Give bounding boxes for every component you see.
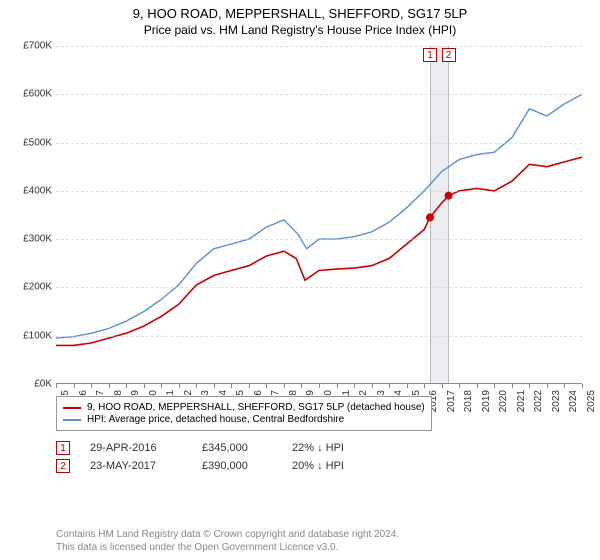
title-block: 9, HOO ROAD, MEPPERSHALL, SHEFFORD, SG17… [0,0,600,39]
legend-item: 9, HOO ROAD, MEPPERSHALL, SHEFFORD, SG17… [63,402,425,413]
sale-row: 2 23-MAY-2017 £390,000 20% ↓ HPI [56,459,582,473]
x-tick [319,384,320,388]
sale-marker: 1 [56,441,70,455]
x-tick [372,384,373,388]
sale-price: £390,000 [202,460,272,472]
sale-dot [426,213,434,221]
sale-marker-box: 1 [423,48,437,62]
y-tick-label: £500K [23,137,52,148]
y-tick-label: £600K [23,89,52,100]
footnote: Contains HM Land Registry data © Crown c… [56,528,399,554]
chart-container: 9, HOO ROAD, MEPPERSHALL, SHEFFORD, SG17… [0,0,600,560]
x-tick [442,384,443,388]
gridline-h [56,191,582,192]
gridline-h [56,46,582,47]
x-tick [301,384,302,388]
x-tick [512,384,513,388]
y-tick-label: £0K [34,379,52,390]
sale-marker-box: 2 [442,48,456,62]
x-tick [179,384,180,388]
legend-label: HPI: Average price, detached house, Cent… [87,414,344,425]
sale-date: 29-APR-2016 [90,442,182,454]
x-tick [196,384,197,388]
x-tick [424,384,425,388]
x-tick [231,384,232,388]
x-tick [477,384,478,388]
x-tick [214,384,215,388]
y-tick-label: £300K [23,234,52,245]
sale-marker: 2 [56,459,70,473]
x-tick [284,384,285,388]
x-tick [582,384,583,388]
x-tick-label: 2025 [586,390,597,412]
y-tick-label: £100K [23,330,52,341]
sale-date: 23-MAY-2017 [90,460,182,472]
x-tick [91,384,92,388]
x-tick [266,384,267,388]
x-tick [529,384,530,388]
x-tick [494,384,495,388]
sale-row: 1 29-APR-2016 £345,000 22% ↓ HPI [56,441,582,455]
x-tick [459,384,460,388]
legend-label: 9, HOO ROAD, MEPPERSHALL, SHEFFORD, SG17… [87,402,425,413]
x-tick [547,384,548,388]
sale-dot [445,192,453,200]
x-tick [337,384,338,388]
x-tick [74,384,75,388]
x-tick [407,384,408,388]
y-tick-label: £200K [23,282,52,293]
sale-price: £345,000 [202,442,272,454]
gridline-h [56,143,582,144]
x-tick [144,384,145,388]
x-tick [249,384,250,388]
chart-lines-svg [56,46,582,384]
x-tick [389,384,390,388]
legend-box: 9, HOO ROAD, MEPPERSHALL, SHEFFORD, SG17… [56,396,432,431]
gridline-h [56,287,582,288]
series-hpi [56,94,582,338]
sale-diff: 22% ↓ HPI [292,442,382,454]
footnote-line-1: Contains HM Land Registry data © Crown c… [56,528,399,541]
x-tick [161,384,162,388]
y-tick-label: £400K [23,185,52,196]
gridline-h [56,94,582,95]
legend-swatch [63,407,81,409]
page-title: 9, HOO ROAD, MEPPERSHALL, SHEFFORD, SG17… [0,6,600,21]
legend-block: 9, HOO ROAD, MEPPERSHALL, SHEFFORD, SG17… [56,396,582,477]
x-tick [109,384,110,388]
footnote-line-2: This data is licensed under the Open Gov… [56,541,399,554]
chart-plot-area: £0K£100K£200K£300K£400K£500K£600K£700K19… [56,46,582,384]
legend-item: HPI: Average price, detached house, Cent… [63,414,425,425]
y-tick-label: £700K [23,41,52,52]
x-tick [354,384,355,388]
sales-table: 1 29-APR-2016 £345,000 22% ↓ HPI 2 23-MAY-201… [56,441,582,473]
gridline-h [56,336,582,337]
page-subtitle: Price paid vs. HM Land Registry's House … [0,23,600,37]
legend-swatch [63,419,81,421]
x-tick [564,384,565,388]
x-tick [56,384,57,388]
x-tick [126,384,127,388]
sale-diff: 20% ↓ HPI [292,460,382,472]
gridline-h [56,239,582,240]
